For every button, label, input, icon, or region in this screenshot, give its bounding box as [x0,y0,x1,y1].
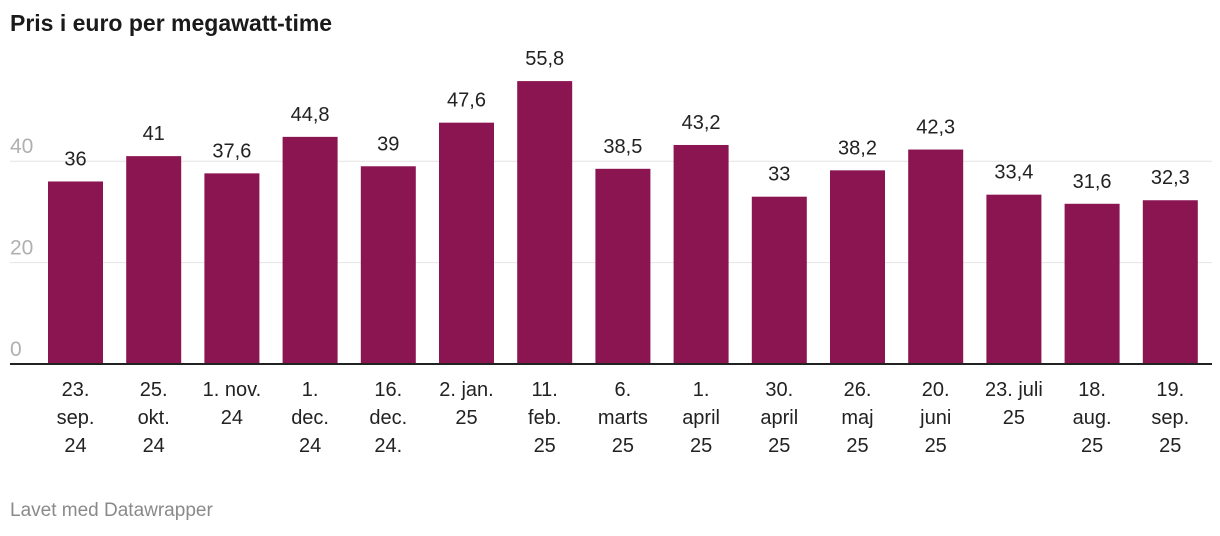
x-tick-label: 23. [62,379,90,401]
x-tick-label: dec. [291,407,329,429]
x-tick-label: 2. jan. [439,379,493,401]
x-tick-label: aug. [1073,407,1112,429]
value-label: 43,2 [682,112,721,134]
bar [986,194,1042,364]
y-tick-label: 0 [10,338,22,361]
value-label: 39 [377,133,399,155]
bar [1142,200,1198,364]
value-label: 36 [64,148,86,170]
x-tick-label: 23. juli [985,379,1043,401]
x-tick-label: 25 [846,435,868,457]
x-tick-label: 1. [302,379,319,401]
x-tick-label: 1. [693,379,710,401]
value-label: 33,4 [994,162,1033,184]
x-tick-label: 25 [455,407,477,429]
x-tick-label: 25 [925,435,947,457]
x-tick-label: 24 [143,435,165,457]
x-tick-label: 19. [1156,379,1184,401]
x-tick-label: 20. [922,379,950,401]
x-tick-label: 26. [844,379,872,401]
bar [908,149,964,364]
bar [673,144,729,364]
bar [751,196,807,364]
bar [439,122,494,364]
value-label: 33 [768,164,790,186]
x-tick-label: 25 [1159,435,1181,457]
x-tick-label: marts [598,407,648,429]
x-tick-label: 30. [765,379,793,401]
x-tick-label: 25 [534,435,556,457]
value-label: 41 [143,123,165,145]
bar [830,170,885,364]
x-tick-label: feb. [528,407,561,429]
x-tick-label: 25 [690,435,712,457]
bar [282,136,338,364]
value-label: 44,8 [291,104,330,126]
value-label: 38,2 [838,137,877,159]
footer-credit[interactable]: Lavet med Datawrapper [10,500,213,521]
x-tick-label: april [682,407,720,429]
x-tick-label: dec. [369,407,407,429]
x-tick-label: 24 [64,435,86,457]
x-tick-label: okt. [138,407,170,429]
x-tick-label: sep. [1151,407,1189,429]
x-tick-label: 24. [374,435,402,457]
bar [595,168,651,364]
x-tick-label: 11. [532,379,558,401]
x-tick-label: 25 [612,435,634,457]
y-tick-label: 40 [10,135,33,158]
x-tick-label: sep. [57,407,95,429]
value-label: 42,3 [916,117,955,139]
bar [48,181,103,364]
x-tick-label: maj [841,407,873,429]
value-label: 47,6 [447,90,486,112]
x-tick-label: juni [919,407,951,429]
x-tick-label: 24 [221,407,243,429]
bar [1064,203,1120,364]
x-tick-label: 16. [374,379,402,401]
value-label: 31,6 [1073,171,1112,193]
x-tick-label: 1. nov. [203,379,262,401]
bar [204,173,260,364]
x-tick-label: 25. [140,379,168,401]
x-tick-label: april [760,407,798,429]
bar [517,81,573,365]
chart-title: Pris i euro per megawatt-time [10,10,333,36]
y-tick-label: 20 [10,237,33,260]
bar [126,156,182,364]
x-tick-label: 25 [768,435,790,457]
value-label: 32,3 [1151,167,1190,189]
value-label: 55,8 [525,48,564,70]
x-tick-label: 25 [1081,435,1103,457]
value-label: 38,5 [603,136,642,158]
x-tick-label: 24 [299,435,321,457]
x-tick-label: 25 [1003,407,1025,429]
value-label: 37,6 [212,140,251,162]
bar [360,166,416,364]
x-tick-label: 6. [615,379,632,401]
x-tick-label: 18. [1078,379,1106,401]
